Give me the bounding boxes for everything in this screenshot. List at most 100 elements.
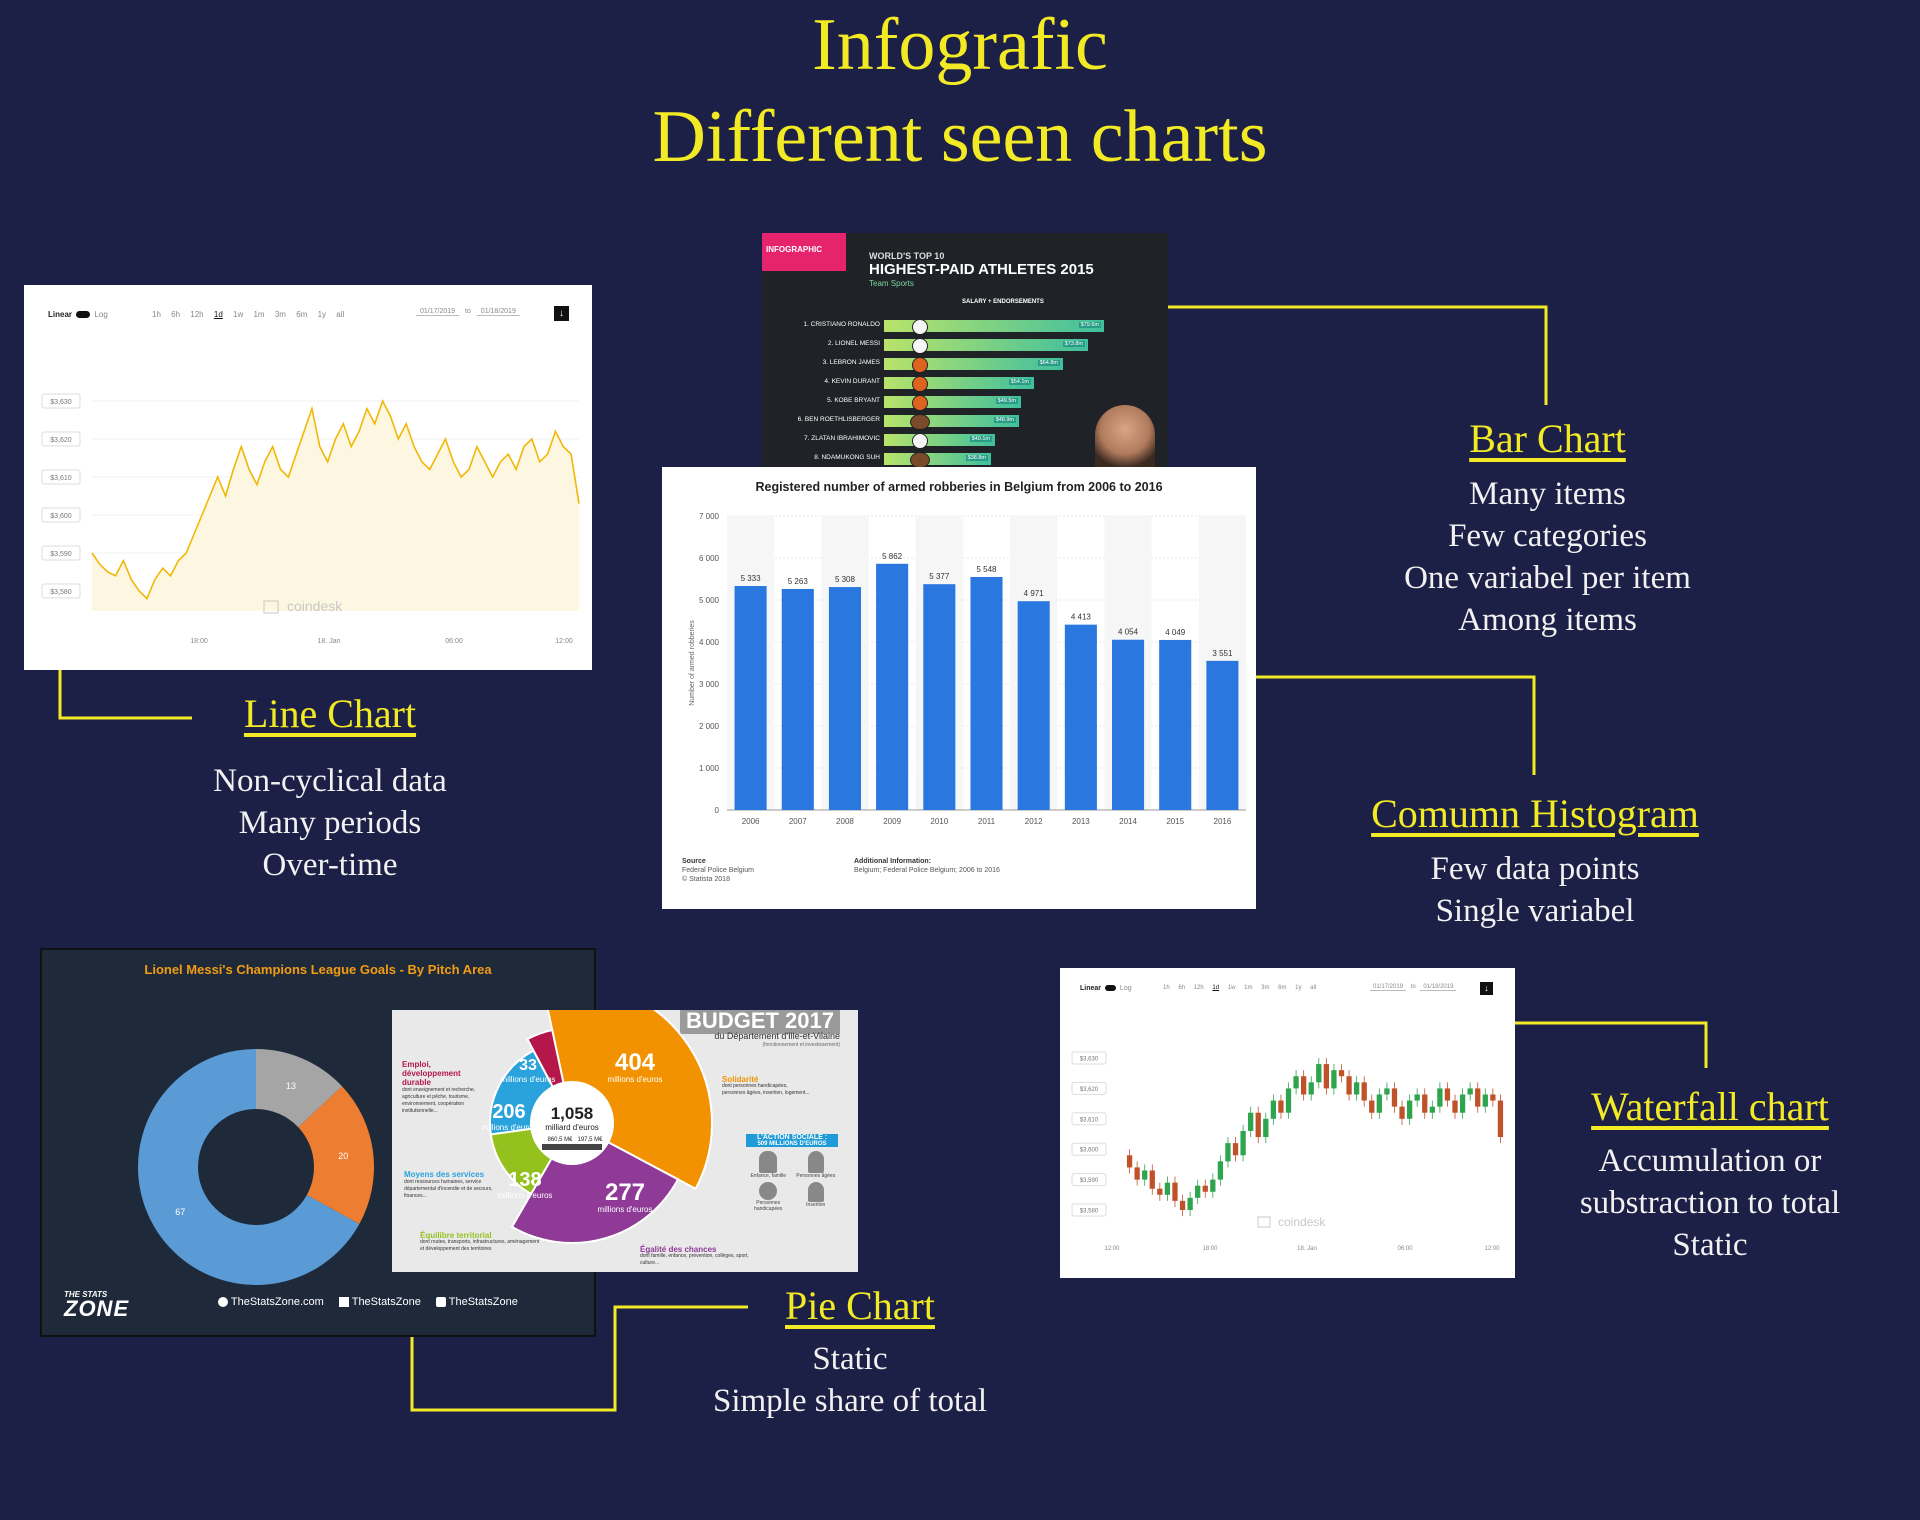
range-all[interactable]: all — [336, 310, 345, 319]
range-1m[interactable]: 1m — [253, 310, 265, 319]
column-value-label: 4 049 — [1165, 628, 1186, 637]
linear-toggle-label[interactable]: Linear — [1080, 985, 1102, 992]
pie-chart-desc-2: Simple share of total — [712, 1383, 988, 1419]
twitter-link[interactable]: TheStatsZone — [448, 1296, 518, 1308]
log-toggle-label[interactable]: Log — [1119, 985, 1132, 992]
candle-body — [1263, 1118, 1269, 1138]
range-all[interactable]: all — [1310, 985, 1317, 991]
candle-body — [1490, 1094, 1496, 1101]
date-to-input[interactable]: 01/18/2019 — [1420, 984, 1457, 991]
bar-chart-desc-1: Many items — [1469, 476, 1626, 512]
column-value-label: 4 054 — [1118, 628, 1139, 637]
range-3m[interactable]: 3m — [1261, 985, 1270, 991]
range-1h[interactable]: 1h — [152, 310, 161, 319]
range-1y[interactable]: 1y — [317, 310, 327, 319]
waterfall-desc-3: Static — [1672, 1227, 1748, 1263]
linear-toggle-label[interactable]: Linear — [48, 310, 73, 319]
range-1m[interactable]: 1m — [1244, 985, 1253, 991]
category-emploi-text: dont enseignement et recherche, agricult… — [402, 1087, 476, 1114]
x-tick-label: 2016 — [1214, 817, 1232, 826]
family-icon — [759, 1151, 778, 1173]
range-12h[interactable]: 12h — [190, 310, 204, 319]
date-from-input[interactable]: 01/17/2019 — [416, 308, 460, 316]
athletes-headline: HIGHEST-PAID ATHLETES 2015 — [869, 261, 1094, 278]
date-to-label: to — [1410, 984, 1416, 990]
category-egalite-title: Égalité des chances — [640, 1245, 717, 1254]
date-from-input[interactable]: 01/17/2019 — [1370, 984, 1407, 991]
candle-body — [1482, 1094, 1488, 1107]
athlete-value-label: $73.8m — [1062, 341, 1085, 347]
x-tick-label: 06:00 — [1397, 1246, 1413, 1252]
column-bar — [923, 584, 956, 810]
candle-body — [1240, 1130, 1246, 1156]
budget-pie-thumbnail: BUDGET 2017 du Département d'Ille-et-Vil… — [392, 1010, 858, 1272]
range-6m[interactable]: 6m — [296, 310, 308, 319]
range-1w[interactable]: 1w — [1227, 985, 1236, 991]
waterfall-desc-1: Accumulation or — [1598, 1143, 1822, 1179]
coindesk-watermark: coindesk — [287, 598, 343, 614]
connector-waterfall — [1440, 1021, 1708, 1068]
x-tick-label: 12:00 — [1484, 1246, 1500, 1252]
athlete-value-label: $54.1m — [1008, 379, 1031, 385]
category-solidarite-title: Solidarité — [722, 1075, 759, 1084]
budget-center-split: 197,5 M€ — [577, 1137, 603, 1143]
range-1h[interactable]: 1h — [1163, 985, 1170, 991]
toggle-switch[interactable] — [1104, 985, 1116, 992]
y-tick-label: $3,620 — [50, 437, 72, 444]
range-3m[interactable]: 3m — [274, 310, 286, 319]
budget-subtitle: du Département d'Ille-et-Vilaine — [714, 1031, 840, 1041]
category-moyens-text: dont ressources humaines, service départ… — [404, 1179, 493, 1199]
action-item-4: Insertion — [806, 1202, 826, 1208]
column-bar — [876, 563, 909, 810]
x-tick-label: 2014 — [1119, 817, 1137, 826]
range-12h[interactable]: 12h — [1193, 985, 1204, 991]
range-1d[interactable]: 1d — [213, 310, 223, 319]
waterfall-heading: Waterfall chart — [1591, 1084, 1829, 1129]
athlete-row: 6. BEN ROETHLISBERGER $48.9m — [762, 414, 1168, 430]
action-item-1: Enfance, famille — [750, 1173, 787, 1179]
log-toggle-label[interactable]: Log — [94, 310, 108, 319]
y-tick-label: 2 000 — [699, 722, 720, 731]
candle-body — [1384, 1088, 1390, 1095]
coindesk-logo-icon — [263, 600, 279, 614]
connector-histogram — [1145, 675, 1536, 775]
athlete-row: 3. LEBRON JAMES $64.8m — [762, 357, 1168, 373]
range-1d[interactable]: 1d — [1212, 985, 1220, 991]
price-line — [91, 398, 580, 600]
range-1y[interactable]: 1y — [1295, 985, 1302, 991]
range-6h[interactable]: 6h — [1178, 985, 1186, 991]
y-tick-box — [1071, 1112, 1107, 1126]
range-6m[interactable]: 6m — [1278, 985, 1287, 991]
connector-pie — [410, 1210, 748, 1412]
source-heading: Source — [682, 858, 706, 865]
x-tick-label: 18:00 — [190, 638, 208, 645]
candle-body — [1179, 1200, 1186, 1210]
bar-chart-desc-2: Few categories — [1448, 518, 1647, 554]
y-tick-label: $3,590 — [1080, 1178, 1099, 1184]
athlete-value-label: $48.9m — [993, 417, 1016, 423]
date-to-input[interactable]: 01/18/2019 — [476, 308, 520, 316]
x-tick-label: 2011 — [978, 817, 996, 826]
athlete-bar: $40.1m — [884, 434, 995, 446]
range-1w[interactable]: 1w — [233, 310, 244, 319]
candle-body — [1232, 1143, 1239, 1156]
candle-body — [1164, 1182, 1171, 1195]
player-photo — [1095, 405, 1155, 468]
facebook-link[interactable]: TheStatsZone — [351, 1296, 421, 1308]
waterfall-desc-2: substraction to total — [1579, 1185, 1841, 1221]
candle-body — [1475, 1088, 1481, 1107]
category-equilibre-title: Équilibre territorial — [420, 1231, 492, 1240]
range-6h[interactable]: 6h — [171, 310, 181, 319]
download-button[interactable]: ↓ — [1480, 982, 1493, 995]
athlete-bar: $49.5m — [884, 396, 1021, 408]
website-link[interactable]: TheStatsZone.com — [230, 1296, 324, 1308]
download-button[interactable]: ↓ — [554, 306, 569, 321]
y-tick-box — [1071, 1173, 1107, 1187]
athlete-row: 4. KEVIN DURANT $54.1m — [762, 376, 1168, 392]
athlete-value-label: $64.8m — [1037, 360, 1060, 366]
y-tick-box — [1071, 1203, 1107, 1217]
y-tick-box — [41, 507, 81, 523]
x-tick-label: 2009 — [883, 817, 901, 826]
line-chart-description: Non-cyclical data Many periods Over-time — [160, 760, 500, 886]
toggle-switch[interactable] — [76, 311, 91, 319]
